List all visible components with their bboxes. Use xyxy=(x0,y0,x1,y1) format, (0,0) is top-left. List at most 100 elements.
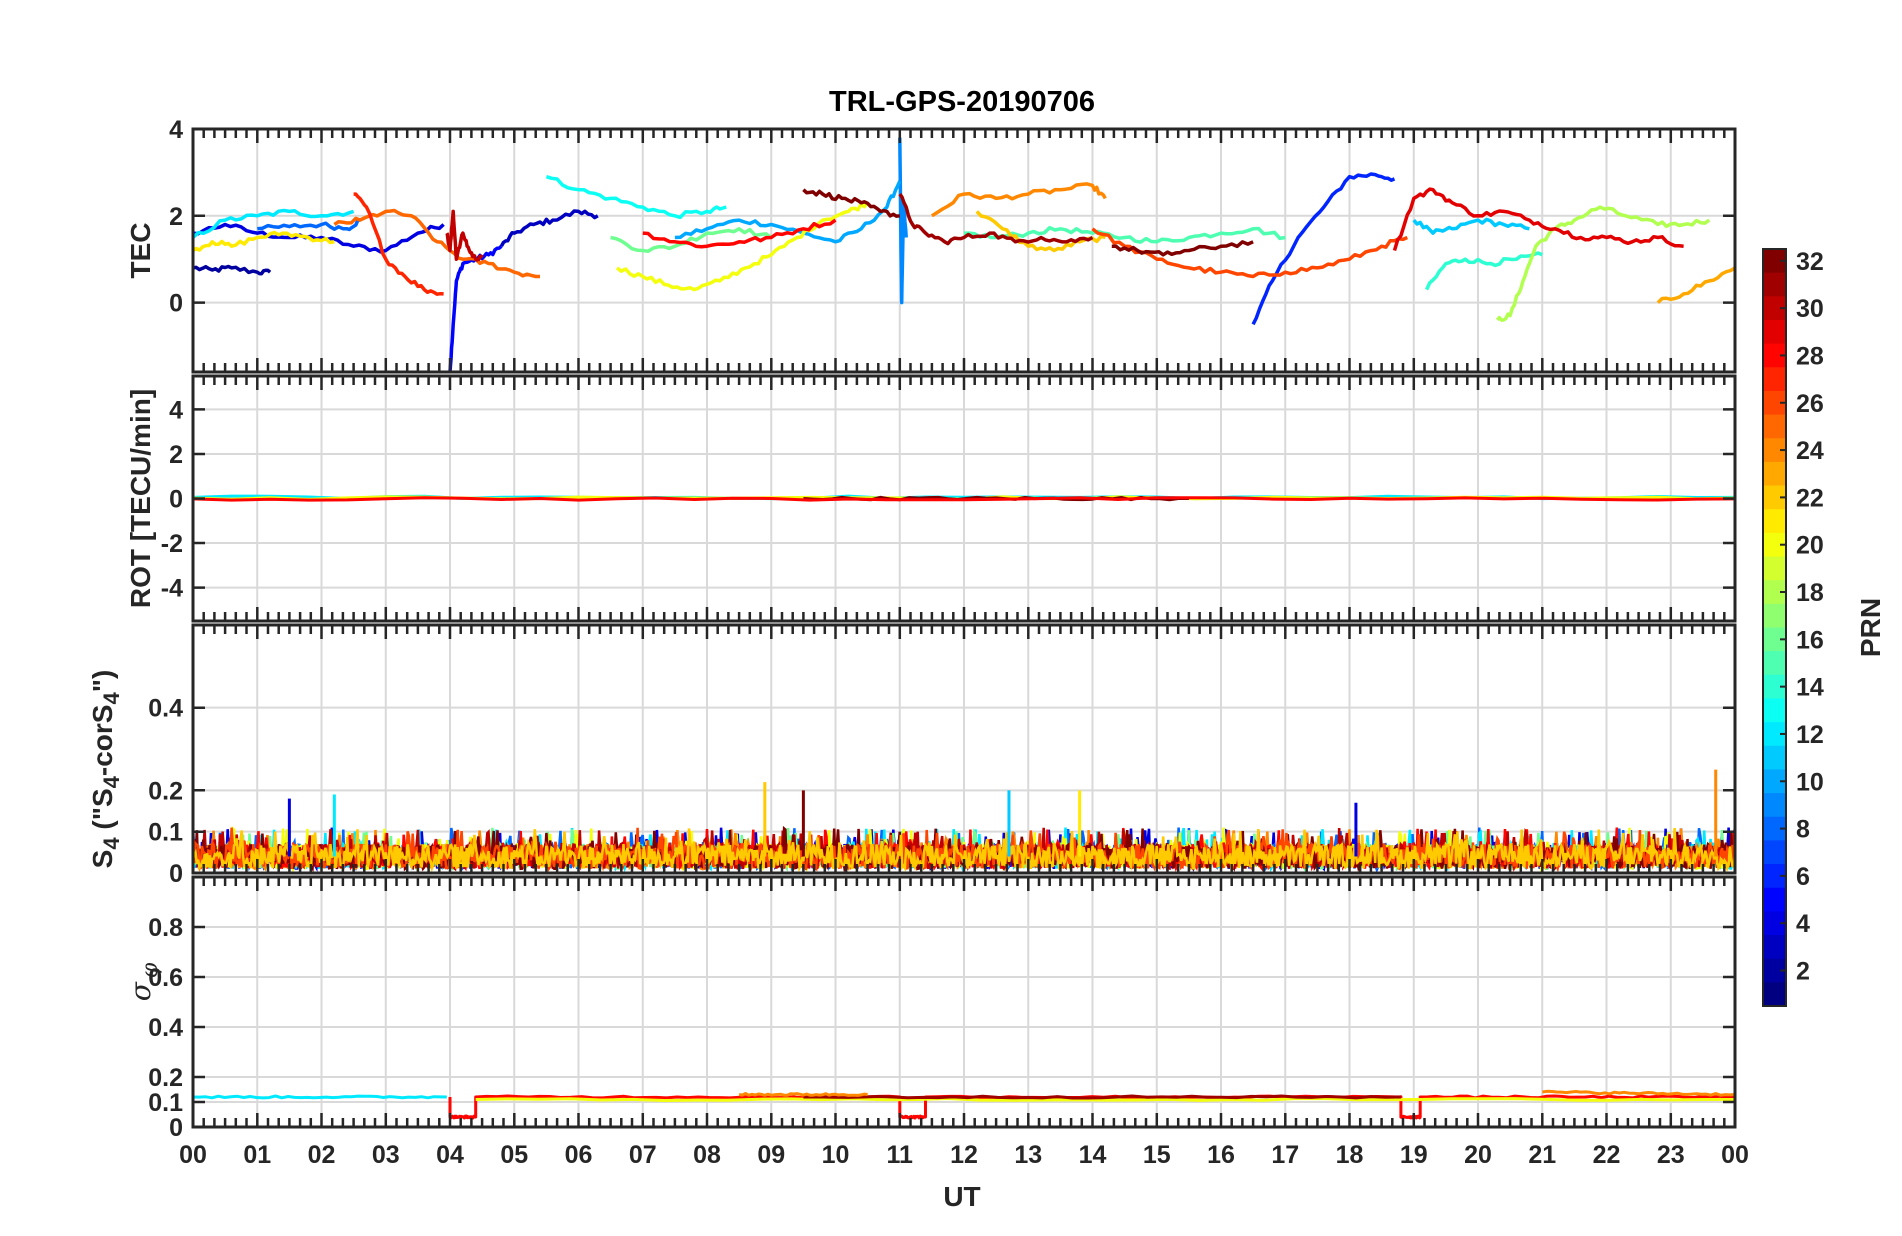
series-prn-12 xyxy=(193,1094,447,1100)
colorbar-swatch xyxy=(1763,367,1786,392)
colorbar-swatch xyxy=(1763,603,1786,629)
x-axis-label: UT xyxy=(943,1181,980,1212)
series-prn-25 xyxy=(333,208,540,279)
series-prn-4 xyxy=(193,222,445,254)
colorbar-swatch xyxy=(1763,580,1786,605)
colorbar-swatch xyxy=(1763,296,1786,321)
colorbar-swatch xyxy=(1763,461,1786,487)
y-tick-label: 2 xyxy=(169,203,183,231)
colorbar-swatch xyxy=(1763,793,1786,818)
plot-area-rot xyxy=(193,494,1735,502)
y-tick-label: 2 xyxy=(169,441,183,469)
series-prn-28 xyxy=(642,218,837,249)
colorbar-swatch xyxy=(1763,674,1786,700)
x-ticks xyxy=(191,625,1737,873)
series-prn-32 xyxy=(1111,240,1254,257)
colorbar-swatch xyxy=(1763,651,1786,676)
colorbar-swatch xyxy=(1763,745,1786,771)
colorbar-tick-label: 14 xyxy=(1796,674,1824,702)
x-tick-label: 15 xyxy=(1143,1141,1171,1169)
colorbar-swatch xyxy=(1763,840,1786,865)
x-tick-label: 04 xyxy=(436,1141,464,1169)
series-prn-24 xyxy=(1542,1089,1735,1097)
x-tick-label: 11 xyxy=(887,1141,914,1169)
x-ticks xyxy=(191,376,1737,621)
x-tick-label: 03 xyxy=(372,1141,400,1169)
y-tick-label: 0.4 xyxy=(148,1014,183,1042)
y-tick-label: 0.2 xyxy=(148,1064,183,1092)
colorbar-tick-label: 26 xyxy=(1796,390,1824,418)
x-tick-label: 14 xyxy=(1079,1141,1107,1169)
series-prn-20 xyxy=(475,1097,1735,1102)
colorbar-swatch xyxy=(1763,509,1786,534)
y-ticks xyxy=(193,925,1735,1129)
x-ticks xyxy=(191,877,1737,1127)
colorbar-swatch xyxy=(1763,887,1786,912)
colorbar-swatch xyxy=(1763,272,1786,297)
series-prn-23 xyxy=(1656,266,1735,304)
x-tick-label: 01 xyxy=(243,1141,271,1169)
colorbar-tick-label: 16 xyxy=(1796,626,1824,654)
series-prn-21 xyxy=(193,230,335,252)
y-tick-label: 4 xyxy=(169,396,183,424)
series-prn-28 xyxy=(193,496,1735,502)
colorbar-tick-label: 20 xyxy=(1796,532,1824,560)
colorbar-swatch xyxy=(1763,769,1786,794)
x-tick-label: 02 xyxy=(308,1141,336,1169)
series-prn-15 xyxy=(964,225,1286,244)
x-tick-label: 10 xyxy=(822,1141,850,1169)
x-tick-label: 12 xyxy=(950,1141,978,1169)
colorbar-tick-label: 32 xyxy=(1796,248,1824,276)
y-tick-label: 0.1 xyxy=(148,819,183,847)
plot-area-tec xyxy=(193,137,1735,372)
panel-sigma: 00.10.2 0.4 0.6 0.8 σφ xyxy=(124,875,1737,1142)
series-prn-32 xyxy=(802,188,901,218)
colorbar-swatch xyxy=(1763,982,1786,1007)
series-prn-6 xyxy=(1251,172,1396,326)
series-prn-12 xyxy=(193,208,355,239)
series-prn-29 xyxy=(1392,187,1684,252)
x-tick-label: 00 xyxy=(1721,1141,1749,1169)
colorbar-swatch xyxy=(1763,414,1786,439)
x-tick-label: 06 xyxy=(565,1141,593,1169)
series-prn-30 xyxy=(445,209,484,262)
colorbar-swatch xyxy=(1763,911,1786,936)
colorbar-swatch xyxy=(1763,816,1786,842)
y-ticks xyxy=(193,706,1735,875)
series-prn-9 xyxy=(898,137,908,305)
series-prn-3 xyxy=(499,209,599,248)
series-prn-20 xyxy=(615,201,869,292)
chart-title: TRL-GPS-20190706 xyxy=(829,86,1095,118)
x-tick-label: 20 xyxy=(1464,1141,1492,1169)
y-tick-label: -2 xyxy=(161,530,183,558)
colorbar-tick-label: 24 xyxy=(1796,437,1824,465)
x-tick-label: 18 xyxy=(1336,1141,1364,1169)
y-tick-label: 0 xyxy=(169,1114,183,1142)
y-tick-label: 4 xyxy=(169,116,183,144)
colorbar-swatch xyxy=(1763,249,1786,274)
y-ticks xyxy=(193,408,1735,589)
colorbar-swatch xyxy=(1763,343,1786,368)
series-prn-8 xyxy=(257,218,361,232)
colorbar-swatch xyxy=(1763,627,1786,652)
y-axis-label-tec: TEC xyxy=(125,223,156,279)
series-prn-27 xyxy=(353,192,444,296)
colorbar-box xyxy=(1762,248,1787,1007)
series-prn-18 xyxy=(1496,205,1711,322)
x-tick-label: 19 xyxy=(1400,1141,1428,1169)
x-tick-label: 05 xyxy=(500,1141,528,1169)
series-prn-14 xyxy=(1425,251,1543,291)
y-tick-label: 0.1 xyxy=(148,1089,183,1117)
colorbar-tick-label: 4 xyxy=(1796,910,1810,938)
y-tick-label: 0.8 xyxy=(148,914,183,942)
y-axis-label-rot: ROT [TECU/min] xyxy=(125,389,156,608)
colorbar-swatch xyxy=(1763,698,1786,723)
x-tick-label: 23 xyxy=(1657,1141,1685,1169)
grid-sigma xyxy=(193,877,1735,1128)
panel-rot: -4 -2 0 2 4 ROT [TECU/min] xyxy=(125,374,1737,623)
colorbar-tick-label: 18 xyxy=(1796,579,1824,607)
x-tick-label: 09 xyxy=(757,1141,785,1169)
